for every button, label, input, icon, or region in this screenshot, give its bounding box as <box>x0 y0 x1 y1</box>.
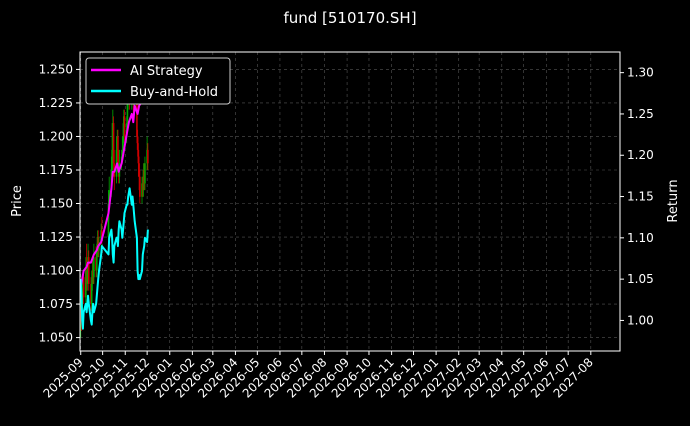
candle-body <box>98 243 100 251</box>
candle-body <box>86 270 89 284</box>
y-left-tick-label: 1.050 <box>39 331 73 345</box>
candle-body <box>97 237 100 251</box>
y-left-tick-label: 1.125 <box>39 230 73 244</box>
y-left-tick-label: 1.200 <box>39 129 73 143</box>
candle-body <box>144 163 146 184</box>
candle-body <box>121 149 124 157</box>
y-right-tick-label: 1.25 <box>627 107 654 121</box>
buy-and-hold-line <box>79 187 149 330</box>
candle-body <box>82 277 85 298</box>
y-left-tick-label: 1.100 <box>39 264 73 278</box>
candle-body <box>138 163 140 177</box>
candle-body <box>90 283 93 305</box>
series-lines <box>79 88 149 330</box>
candle-body <box>136 136 139 150</box>
y-right-tick-label: 1.15 <box>627 190 654 204</box>
candle-body <box>107 203 110 238</box>
candle-body <box>112 123 115 164</box>
candle-body <box>123 116 126 137</box>
candle-body <box>111 149 113 170</box>
candle-body <box>95 250 98 271</box>
legend-label-ai-strategy: AI Strategy <box>130 64 203 79</box>
y-right-tick-label: 1.20 <box>627 148 654 162</box>
y-right-tick-label: 1.30 <box>627 66 654 80</box>
y-right-tick-label: 1.00 <box>627 313 654 327</box>
candle-body <box>117 136 119 164</box>
legend: AI Strategy Buy-and-Hold <box>85 57 231 105</box>
y-left-tick-label: 1.150 <box>39 197 73 211</box>
y-left-tick-label: 1.075 <box>39 297 73 311</box>
legend-box <box>85 57 231 105</box>
candle-body <box>136 96 138 137</box>
y-axis-label-left: Price <box>10 185 25 217</box>
y-left-tick-label: 1.225 <box>39 96 73 110</box>
legend-label-buy-and-hold: Buy-and-Hold <box>130 85 218 100</box>
candle-body <box>87 257 90 284</box>
candle-body <box>126 102 129 124</box>
y-left-tick-label: 1.175 <box>39 163 73 177</box>
y-axis-label-right: Return <box>666 179 681 222</box>
y-left-tick-label: 1.250 <box>39 62 73 76</box>
candle-body <box>139 176 141 197</box>
candle-body <box>101 230 103 238</box>
chart-title: fund [510170.SH] <box>283 9 416 27</box>
candle-body <box>122 136 124 150</box>
candle-body <box>147 149 149 164</box>
ai-strategy-line <box>79 88 148 288</box>
plot-frame <box>79 51 621 352</box>
candle-body <box>93 257 95 278</box>
candle-body <box>137 149 140 164</box>
y-right-tick-label: 1.10 <box>627 231 654 245</box>
y-right-tick-label: 1.05 <box>627 272 654 286</box>
candle-body <box>108 190 110 204</box>
